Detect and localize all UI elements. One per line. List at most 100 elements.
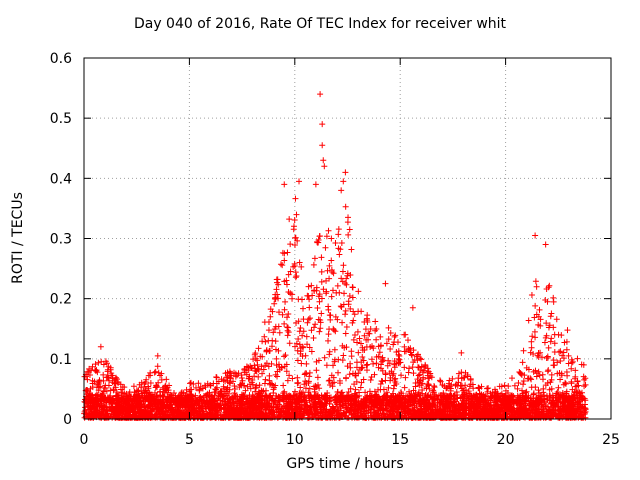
- data-point: [183, 394, 190, 401]
- data-point: [127, 413, 134, 420]
- data-point: [337, 380, 344, 387]
- data-point: [100, 388, 107, 395]
- data-point: [360, 376, 367, 383]
- data-point: [478, 383, 485, 390]
- data-point: [270, 401, 277, 408]
- data-point: [326, 262, 333, 269]
- data-point: [262, 394, 269, 401]
- data-point: [274, 368, 281, 375]
- data-point: [355, 288, 362, 295]
- data-point: [439, 381, 446, 388]
- data-point: [283, 281, 290, 288]
- data-point: [342, 307, 349, 314]
- data-point: [303, 333, 310, 340]
- data-point: [375, 364, 382, 371]
- data-point: [84, 388, 91, 395]
- data-point: [335, 231, 342, 238]
- data-point: [294, 237, 301, 244]
- data-point: [271, 325, 278, 332]
- data-point: [277, 261, 284, 268]
- data-point: [325, 227, 332, 234]
- data-point: [561, 339, 568, 346]
- data-point: [193, 409, 200, 416]
- data-point: [318, 310, 325, 317]
- data-point: [341, 290, 348, 297]
- data-point: [544, 396, 551, 403]
- data-point: [527, 349, 534, 356]
- data-point: [155, 369, 162, 376]
- data-point: [108, 370, 115, 377]
- data-point: [183, 401, 190, 408]
- data-point: [456, 412, 463, 419]
- data-point: [367, 406, 374, 413]
- data-point: [479, 395, 486, 402]
- data-point: [371, 403, 378, 410]
- data-point: [300, 344, 307, 351]
- data-point: [348, 353, 355, 360]
- data-point: [331, 395, 338, 402]
- data-point: [283, 361, 290, 368]
- data-point: [202, 384, 209, 391]
- data-point: [275, 347, 282, 354]
- data-point: [527, 401, 534, 408]
- data-point: [252, 388, 259, 395]
- data-point: [474, 396, 481, 403]
- data-point: [276, 412, 283, 419]
- data-point: [453, 402, 460, 409]
- data-point: [547, 338, 554, 345]
- data-point: [351, 332, 358, 339]
- data-point: [100, 371, 107, 378]
- data-point: [528, 344, 535, 351]
- data-point: [268, 360, 275, 367]
- data-point: [564, 372, 571, 379]
- data-point: [230, 378, 237, 385]
- data-point: [450, 414, 457, 421]
- data-point: [103, 360, 110, 367]
- data-point: [454, 391, 461, 398]
- data-point: [261, 380, 268, 387]
- data-point: [484, 396, 491, 403]
- data-point: [241, 366, 248, 373]
- data-point: [281, 320, 288, 327]
- data-point: [358, 365, 365, 372]
- data-point: [284, 327, 291, 334]
- data-point: [539, 396, 546, 403]
- data-point: [564, 327, 571, 334]
- data-point: [333, 407, 340, 414]
- data-point: [307, 315, 314, 322]
- data-point: [418, 356, 425, 363]
- data-point: [260, 366, 267, 373]
- data-point: [318, 295, 325, 302]
- data-point: [239, 377, 246, 384]
- data-point: [262, 387, 269, 394]
- data-point: [145, 372, 152, 379]
- data-point: [305, 389, 312, 396]
- data-point: [255, 391, 262, 398]
- data-point: [331, 346, 338, 353]
- data-point: [199, 385, 206, 392]
- data-point: [292, 343, 299, 350]
- data-point: [290, 223, 297, 230]
- data-point: [555, 384, 562, 391]
- data-point: [531, 328, 538, 335]
- data-point: [533, 398, 540, 405]
- data-point: [410, 359, 417, 366]
- data-point: [495, 404, 502, 411]
- data-point: [447, 396, 454, 403]
- data-point: [349, 294, 356, 301]
- data-point: [380, 357, 387, 364]
- data-point: [263, 402, 270, 409]
- data-point: [520, 378, 527, 385]
- data-point: [465, 388, 472, 395]
- data-point: [161, 398, 168, 405]
- data-point: [116, 409, 123, 416]
- data-point: [328, 257, 335, 264]
- data-point: [265, 363, 272, 370]
- data-point: [296, 259, 303, 266]
- data-point: [243, 414, 250, 421]
- data-point: [284, 324, 291, 331]
- data-point: [170, 390, 177, 397]
- data-point: [461, 374, 468, 381]
- data-point: [519, 387, 526, 394]
